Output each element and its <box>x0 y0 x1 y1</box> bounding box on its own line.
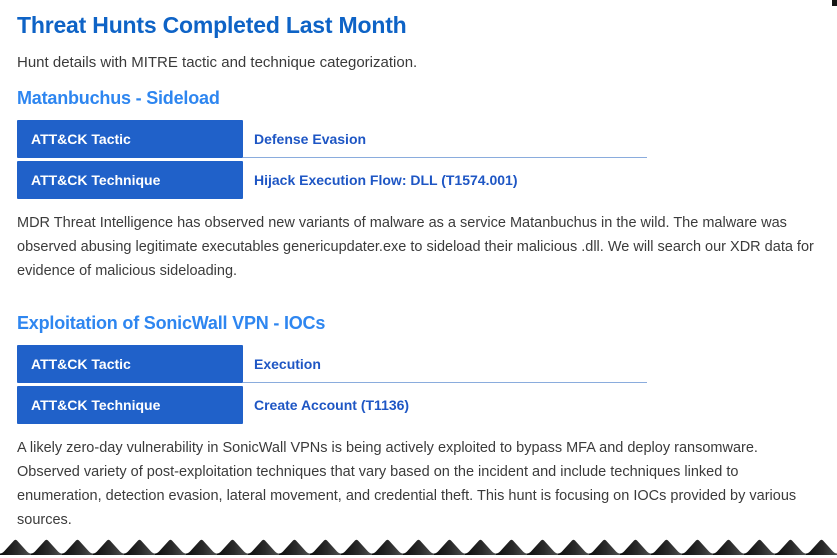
attck-technique-label: ATT&CK Technique <box>17 161 243 199</box>
hunt-heading-matanbuchus: Matanbuchus - Sideload <box>17 88 220 108</box>
page-corner-artifact <box>832 0 837 6</box>
mitre-table-matanbuchus: ATT&CK Tactic Defense Evasion ATT&CK Tec… <box>17 120 820 199</box>
mitre-table-sonicwall: ATT&CK Tactic Execution ATT&CK Technique… <box>17 345 820 424</box>
attck-technique-value: Create Account (T1136) <box>254 397 410 413</box>
hunt-description-sonicwall: A likely zero-day vulnerability in Sonic… <box>17 440 797 528</box>
attck-tactic-value: Defense Evasion <box>243 120 647 158</box>
attck-tactic-label: ATT&CK Tactic <box>17 120 243 158</box>
attck-tactic-label: ATT&CK Tactic <box>17 345 243 383</box>
hunt-section-sonicwall: Exploitation of SonicWall VPN - IOCs ATT… <box>17 313 820 532</box>
page-subtitle: Hunt details with MITRE tactic and techn… <box>17 54 418 71</box>
document-content: Threat Hunts Completed Last Month Hunt d… <box>17 12 820 532</box>
attck-tactic-value: Execution <box>243 345 647 383</box>
torn-paper-edge-icon <box>0 539 837 555</box>
hunt-description-matanbuchus: MDR Threat Intelligence has observed new… <box>17 215 814 279</box>
hunt-heading-sonicwall: Exploitation of SonicWall VPN - IOCs <box>17 313 326 333</box>
hunt-section-matanbuchus: Matanbuchus - Sideload ATT&CK Tactic Def… <box>17 88 820 283</box>
attck-technique-label: ATT&CK Technique <box>17 386 243 424</box>
attck-technique-value: Hijack Execution Flow: DLL (T1574.001) <box>254 172 518 188</box>
page-title: Threat Hunts Completed Last Month <box>17 12 407 38</box>
